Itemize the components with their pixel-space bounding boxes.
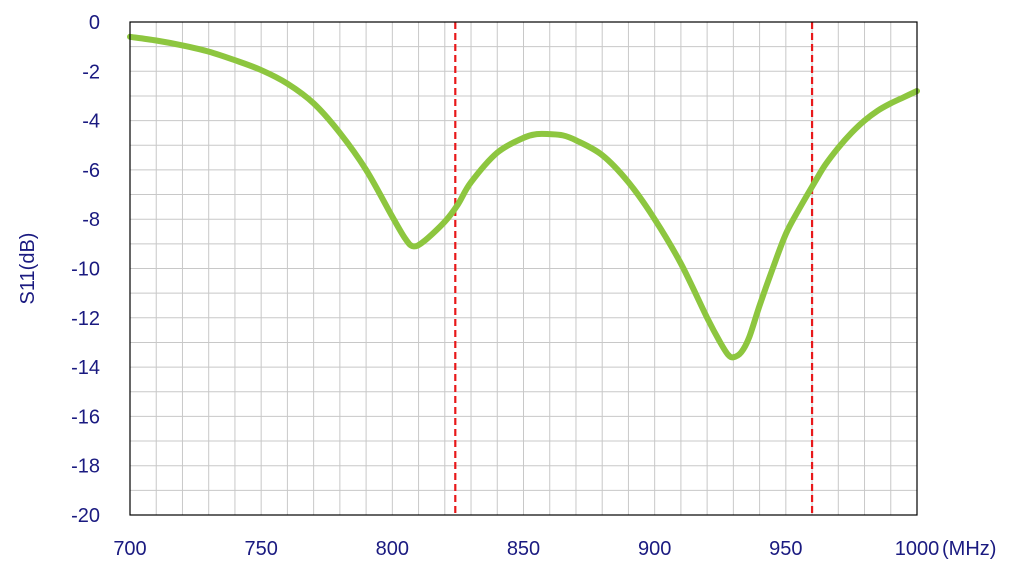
- y-tick-label: -8: [82, 209, 100, 231]
- y-axis-title: S11(dB): [17, 233, 39, 305]
- y-tick-label: -20: [71, 505, 100, 527]
- y-tick-label: -4: [82, 111, 100, 133]
- tick-labels: 700 750 800 850 900 950 1000 0 -2 -4 -6 -8 -10 -12 -14…: [71, 12, 939, 560]
- series-lines: [127, 33, 920, 361]
- grid: [130, 22, 917, 515]
- x-tick-label: 700: [113, 538, 146, 560]
- plot-frame: [129, 21, 918, 516]
- series-line-s11: [127, 33, 920, 361]
- y-tick-label: -10: [71, 259, 100, 281]
- y-tick-label: -2: [82, 61, 100, 83]
- y-tick-label: -12: [71, 308, 100, 330]
- y-tick-label: -18: [71, 456, 100, 478]
- x-tick-label: 750: [244, 538, 277, 560]
- x-tick-label: 850: [507, 538, 540, 560]
- y-tick-label: -16: [71, 406, 100, 428]
- y-tick-label: -14: [71, 357, 100, 379]
- y-tick-label: 0: [89, 12, 100, 34]
- x-axis-unit-label: (MHz): [942, 538, 996, 560]
- x-tick-label: 950: [769, 538, 802, 560]
- y-tick-label: -6: [82, 160, 100, 182]
- x-tick-label: 1000: [895, 538, 940, 560]
- x-tick-label: 800: [376, 538, 409, 560]
- x-tick-label: 900: [638, 538, 671, 560]
- frequency-markers: [454, 22, 814, 515]
